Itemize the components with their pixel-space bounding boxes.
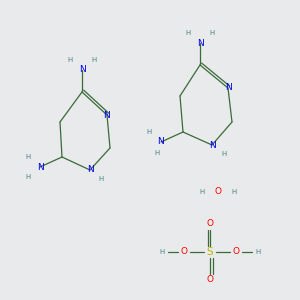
- Text: H: H: [231, 189, 237, 195]
- Text: H: H: [154, 150, 160, 156]
- Text: N: N: [37, 163, 44, 172]
- Text: H: H: [26, 154, 31, 160]
- Text: H: H: [98, 176, 104, 182]
- Text: H: H: [221, 151, 226, 157]
- Text: H: H: [146, 129, 152, 135]
- Text: S: S: [207, 247, 213, 257]
- Text: O: O: [232, 248, 239, 256]
- Text: O: O: [206, 220, 214, 229]
- Text: H: H: [68, 57, 73, 63]
- Text: N: N: [225, 83, 231, 92]
- Text: N: N: [79, 65, 86, 74]
- Text: N: N: [196, 38, 203, 47]
- Text: H: H: [159, 249, 165, 255]
- Text: H: H: [200, 189, 205, 195]
- Text: N: N: [103, 110, 110, 119]
- Text: N: N: [87, 166, 93, 175]
- Text: H: H: [26, 174, 31, 180]
- Text: N: N: [158, 137, 164, 146]
- Text: H: H: [92, 57, 97, 63]
- Text: O: O: [181, 248, 188, 256]
- Text: O: O: [214, 188, 221, 196]
- Text: H: H: [255, 249, 261, 255]
- Text: H: H: [209, 30, 214, 36]
- Text: O: O: [206, 275, 214, 284]
- Text: H: H: [185, 30, 190, 36]
- Text: N: N: [208, 140, 215, 149]
